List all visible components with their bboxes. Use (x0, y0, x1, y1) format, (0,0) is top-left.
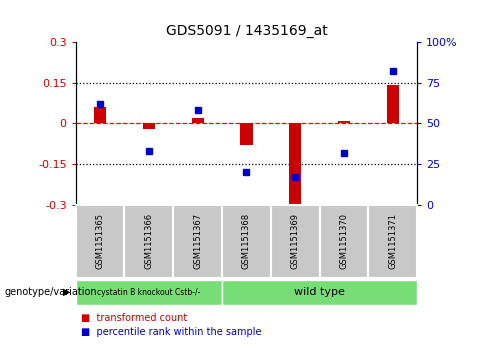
Bar (76, 280, 222, 305)
Bar (76, 205, 124, 278)
Bar (173, 205, 222, 278)
Bar (320, 205, 368, 278)
Text: GSM1151368: GSM1151368 (242, 213, 251, 269)
Bar (289, 123, 302, 211)
Bar (222, 280, 417, 305)
Text: GSM1151369: GSM1151369 (291, 213, 300, 269)
Text: cystatin B knockout Cstb-/-: cystatin B knockout Cstb-/- (97, 288, 201, 297)
Bar (368, 205, 417, 278)
Text: ■  percentile rank within the sample: ■ percentile rank within the sample (81, 327, 261, 337)
Bar (222, 205, 271, 278)
Text: ■  transformed count: ■ transformed count (81, 313, 187, 323)
Text: GSM1151370: GSM1151370 (340, 213, 348, 269)
Text: GSM1151366: GSM1151366 (144, 213, 153, 269)
Bar (338, 121, 350, 123)
Bar (387, 85, 399, 123)
Text: GSM1151365: GSM1151365 (96, 213, 104, 269)
Title: GDS5091 / 1435169_at: GDS5091 / 1435169_at (165, 24, 327, 38)
Bar (143, 123, 155, 129)
Text: ▶: ▶ (63, 287, 71, 297)
Text: GSM1151371: GSM1151371 (388, 213, 397, 269)
Text: genotype/variation: genotype/variation (5, 287, 98, 297)
Bar (94, 107, 106, 123)
Text: wild type: wild type (294, 287, 345, 297)
Text: GSM1151367: GSM1151367 (193, 213, 202, 269)
Bar (192, 118, 204, 123)
Bar (124, 205, 173, 278)
Bar (241, 123, 253, 145)
Bar (271, 205, 320, 278)
